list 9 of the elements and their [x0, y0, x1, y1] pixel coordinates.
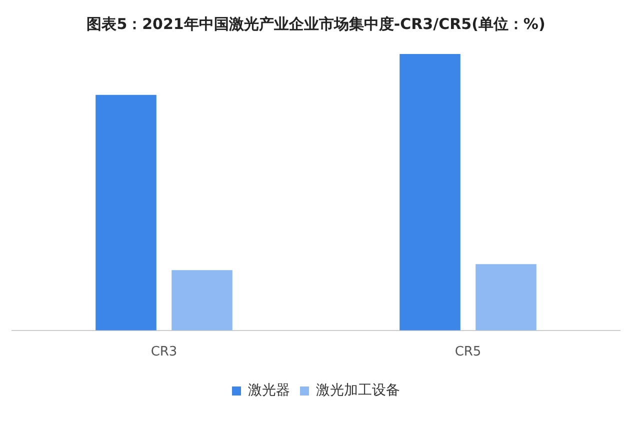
bar	[400, 54, 460, 330]
bar	[172, 270, 232, 330]
x-tick-label: CR5	[454, 344, 482, 360]
legend-label: 激光加工设备	[316, 382, 400, 399]
chart-title: 图表5：2021年中国激光产业企业市场集中度-CR3/CR5(单位：%)	[86, 14, 546, 33]
bar	[96, 94, 156, 330]
bar	[476, 264, 536, 330]
x-tick-label: CR3	[150, 344, 178, 360]
legend-label: 激光器	[248, 382, 290, 399]
